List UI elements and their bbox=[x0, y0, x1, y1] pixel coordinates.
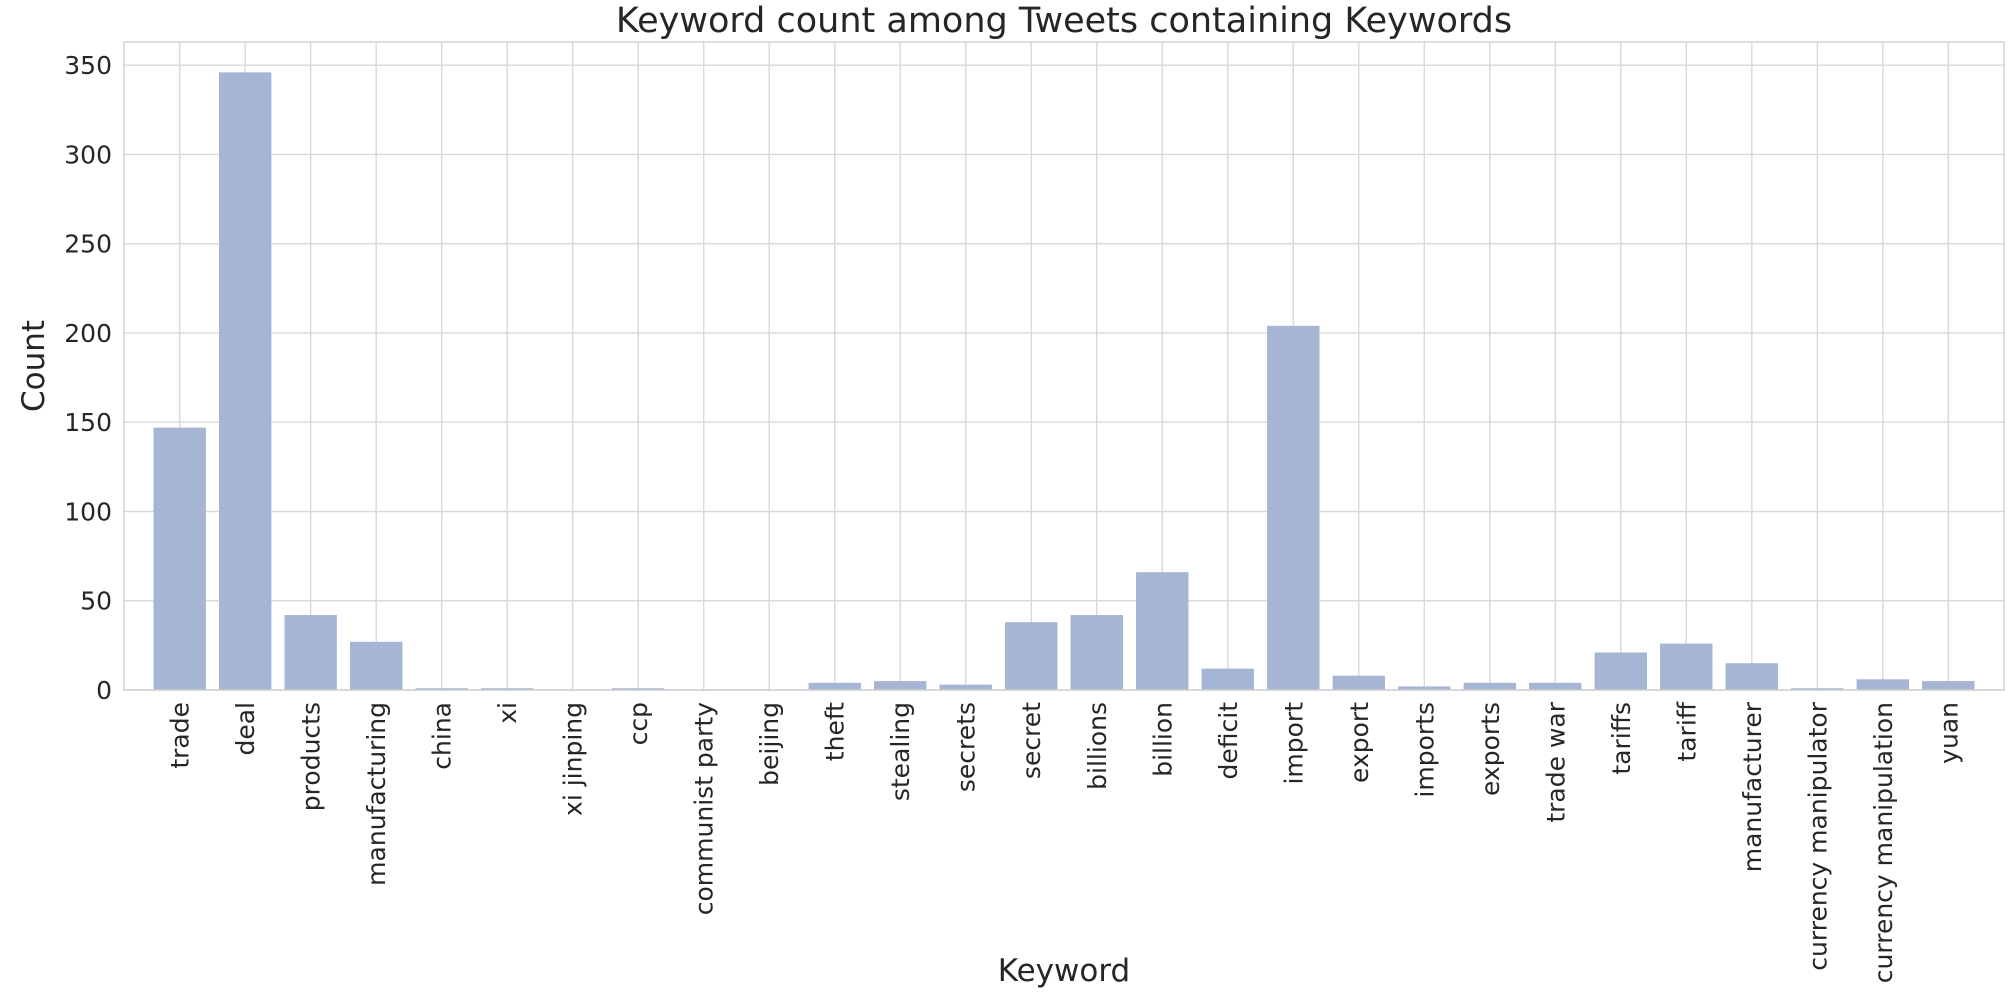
x-tick-label: tariff bbox=[1672, 701, 1701, 761]
y-tick-label: 250 bbox=[64, 230, 112, 259]
x-tick-label: exports bbox=[1476, 702, 1505, 796]
x-tick-label: secret bbox=[1017, 702, 1046, 779]
x-tick-label: products bbox=[297, 702, 326, 811]
x-tick-label: imports bbox=[1410, 702, 1439, 798]
x-tick-labels: trade deal products manufacturing china xi xi … bbox=[166, 701, 1964, 983]
y-axis-label: Count bbox=[16, 320, 52, 412]
bar bbox=[1463, 682, 1516, 690]
bar bbox=[415, 688, 468, 690]
bar bbox=[1725, 663, 1779, 690]
chart-title: Keyword count among Tweets containing Ke… bbox=[616, 1, 1512, 41]
x-tick-label: manufacturing bbox=[362, 702, 391, 886]
bar bbox=[1332, 675, 1385, 690]
y-tick-label: 300 bbox=[64, 140, 112, 169]
x-tick-label: import bbox=[1279, 702, 1308, 785]
x-tick-label: tariffs bbox=[1607, 702, 1636, 775]
x-tick-label: beijing bbox=[755, 702, 784, 786]
y-tick-label: 150 bbox=[64, 408, 112, 437]
x-tick-label: china bbox=[428, 702, 457, 770]
bar bbox=[1070, 615, 1123, 690]
bar bbox=[481, 688, 534, 690]
bar bbox=[1660, 643, 1713, 690]
x-tick-label: xi jinping bbox=[559, 702, 588, 816]
x-tick-label: yuan bbox=[1934, 702, 1963, 764]
x-tick-label: currency manipulation bbox=[1869, 702, 1898, 983]
x-tick-label: ccp bbox=[624, 702, 653, 745]
grid-lines bbox=[124, 42, 2004, 691]
bar bbox=[1201, 668, 1254, 690]
bar bbox=[1005, 622, 1058, 690]
bars bbox=[153, 72, 1975, 690]
y-tick-label: 200 bbox=[64, 319, 112, 348]
bar bbox=[1856, 679, 1910, 690]
x-tick-label: deal bbox=[231, 702, 260, 756]
x-tick-label: secrets bbox=[952, 702, 981, 792]
bar bbox=[153, 427, 206, 690]
y-tick-label: 100 bbox=[64, 497, 112, 526]
x-tick-label: trade war bbox=[1541, 701, 1570, 822]
x-tick-label: communist party bbox=[690, 702, 719, 915]
x-tick-label: billion bbox=[1148, 702, 1177, 777]
bar bbox=[218, 72, 272, 690]
x-tick-label: currency manipulator bbox=[1803, 701, 1832, 970]
x-tick-label: trade bbox=[166, 702, 195, 769]
bar bbox=[1529, 682, 1582, 690]
bar bbox=[939, 684, 992, 690]
x-tick-label: manufacturer bbox=[1738, 701, 1767, 872]
bar bbox=[284, 615, 337, 690]
x-tick-label: deficit bbox=[1214, 702, 1243, 780]
y-tick-label: 0 bbox=[96, 676, 112, 705]
bar bbox=[1922, 681, 1975, 690]
x-tick-label: theft bbox=[821, 702, 850, 761]
y-tick-label: 50 bbox=[80, 587, 112, 616]
bar bbox=[1398, 686, 1451, 690]
x-tick-label: export bbox=[1345, 702, 1374, 783]
x-tick-label: billions bbox=[1083, 702, 1112, 790]
bar bbox=[1267, 325, 1320, 690]
y-tick-labels: 0 50 100 150 200 250 300 350 bbox=[64, 51, 112, 705]
bar bbox=[874, 681, 927, 690]
bar bbox=[1594, 652, 1647, 690]
y-tick-label: 350 bbox=[64, 51, 112, 80]
x-tick-label: xi bbox=[493, 702, 522, 724]
bar bbox=[1136, 572, 1189, 690]
bar bbox=[349, 641, 403, 690]
bar bbox=[612, 688, 665, 690]
bar bbox=[808, 682, 861, 690]
plot-frame bbox=[123, 41, 2005, 691]
x-tick-label: stealing bbox=[886, 702, 915, 801]
x-axis-label: Keyword bbox=[998, 953, 1130, 989]
bar bbox=[1791, 688, 1844, 690]
